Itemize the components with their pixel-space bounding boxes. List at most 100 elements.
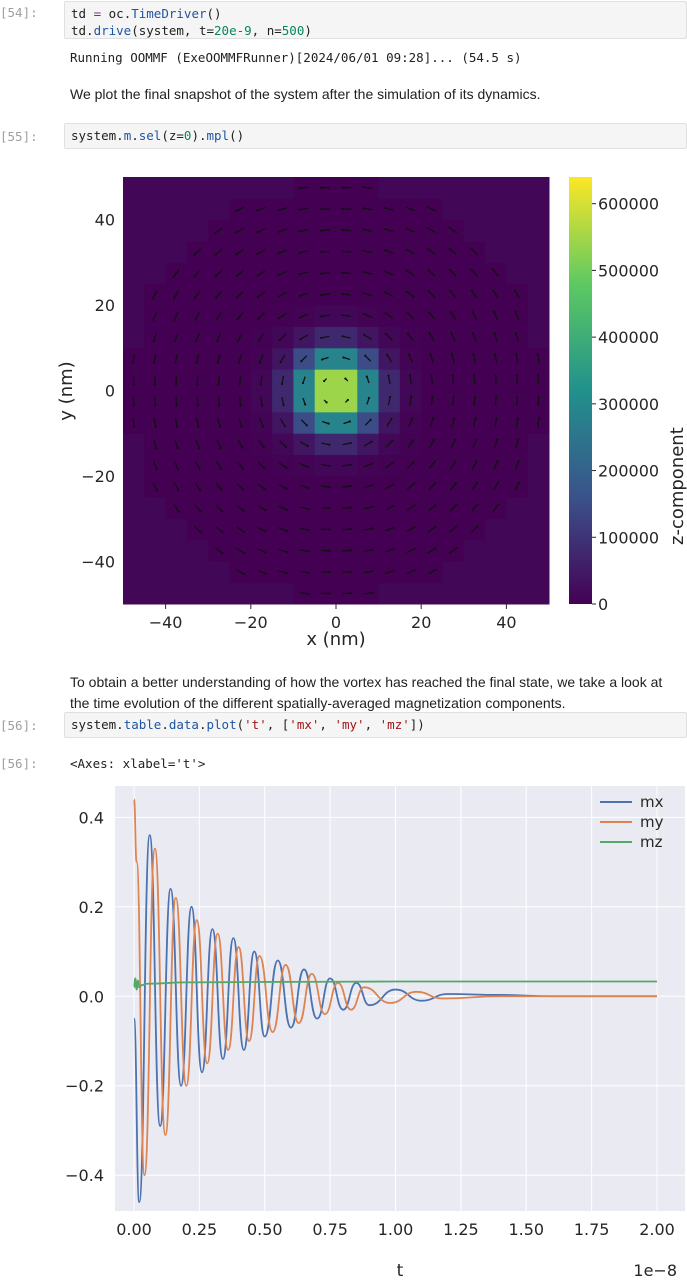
magnetization-arrow bbox=[427, 504, 436, 512]
arrow-head bbox=[242, 488, 245, 491]
magnetization-arrow bbox=[278, 228, 288, 233]
magnetization-arrow bbox=[259, 418, 264, 427]
cell-55-code[interactable]: system.m.sel(z=0).mpl() bbox=[64, 123, 687, 149]
arrow-head bbox=[513, 289, 517, 292]
heatmap-cell bbox=[399, 177, 422, 199]
heatmap-cell bbox=[123, 262, 145, 285]
line-xlabel: t bbox=[397, 1261, 404, 1281]
colorbar-tick-label: 600000 bbox=[598, 195, 659, 214]
heatmap-cell bbox=[485, 539, 507, 562]
arrow-head bbox=[214, 275, 217, 278]
magnetization-arrow bbox=[257, 291, 266, 298]
heatmap-cell bbox=[144, 497, 167, 520]
magnetization-arrow bbox=[279, 440, 287, 448]
plot-background bbox=[115, 786, 685, 1211]
magnetization-arrow bbox=[450, 439, 456, 449]
arrow-head bbox=[427, 290, 430, 293]
heatmap-cell bbox=[506, 518, 529, 541]
arrow-head bbox=[263, 467, 266, 470]
arrow-head bbox=[304, 403, 307, 406]
arrow-head bbox=[341, 250, 344, 253]
heatmap-cells bbox=[123, 177, 550, 605]
magnetization-arrow bbox=[214, 525, 223, 533]
code-token: data bbox=[168, 717, 199, 732]
arrow-head bbox=[219, 446, 222, 450]
magnetization-arrow bbox=[236, 526, 245, 533]
arrow-head bbox=[341, 314, 344, 317]
arrow-head bbox=[384, 332, 388, 336]
heatmap-cell bbox=[208, 561, 230, 584]
heatmap-cell bbox=[527, 454, 550, 477]
arrow-head bbox=[193, 253, 196, 257]
cell-54-code[interactable]: td = oc.TimeDriver() td.drive(system, t=… bbox=[64, 1, 687, 39]
colorbar-tick-label: 500000 bbox=[598, 261, 659, 280]
arrow-head bbox=[193, 297, 197, 300]
arrow-head bbox=[392, 526, 395, 529]
magnetization-arrow bbox=[429, 439, 435, 449]
magnetization-arrow bbox=[449, 547, 458, 554]
arrow-head bbox=[341, 228, 344, 232]
arrow-head bbox=[177, 510, 181, 513]
colorbar-ticks: 600000 500000 400000 300000 200000 100000 0 bbox=[592, 195, 659, 614]
arrow-head bbox=[235, 274, 238, 278]
arrow-head bbox=[405, 290, 409, 293]
arrow-head bbox=[413, 569, 416, 572]
arrow-head bbox=[154, 425, 157, 429]
arrow-head bbox=[285, 550, 289, 554]
arrow-head bbox=[517, 438, 520, 441]
magnetization-arrow bbox=[152, 460, 158, 470]
magnetization-arrow bbox=[173, 290, 180, 299]
code-token: 'my' bbox=[334, 717, 365, 732]
heatmap-cell bbox=[144, 177, 167, 199]
heatmap-cell bbox=[123, 326, 145, 349]
heatmap-cell bbox=[506, 241, 529, 263]
arrow-head bbox=[474, 417, 477, 420]
magnetization-arrow bbox=[516, 396, 518, 406]
magnetization-arrow bbox=[174, 332, 179, 342]
arrow-head bbox=[199, 510, 202, 513]
code-token: 't' bbox=[244, 717, 267, 732]
magnetization-arrow bbox=[406, 504, 415, 511]
magnetization-arrow bbox=[281, 375, 285, 385]
magnetization-arrow bbox=[342, 463, 352, 467]
magnetization-arrow bbox=[194, 311, 201, 321]
series-line-my bbox=[133, 798, 657, 1177]
magnetization-arrow bbox=[406, 206, 415, 212]
heatmap-cell bbox=[123, 283, 145, 306]
heatmap-cell bbox=[144, 539, 167, 562]
arrow-head bbox=[236, 318, 239, 321]
arrow-head bbox=[449, 289, 452, 293]
arrow-head bbox=[154, 404, 157, 407]
magnetization-arrow bbox=[427, 248, 436, 255]
arrow-head bbox=[264, 551, 267, 554]
magnetization-arrow bbox=[321, 335, 330, 339]
magnetization-arrow bbox=[278, 270, 288, 276]
magnetization-arrow bbox=[215, 482, 223, 491]
cell-56-code[interactable]: system.table.data.plot('t', ['mx', 'my',… bbox=[64, 712, 687, 738]
magnetization-arrow bbox=[384, 249, 394, 254]
arrow-head bbox=[216, 361, 219, 364]
heatmap-cell bbox=[144, 198, 167, 221]
magnetization-arrow bbox=[215, 311, 222, 320]
magnetization-arrow bbox=[408, 354, 413, 363]
arrow-head bbox=[176, 447, 179, 450]
y-tick-label: 40 bbox=[95, 211, 115, 230]
arrow-head bbox=[350, 484, 353, 488]
heatmap-cell bbox=[123, 518, 145, 541]
magnetization-arrow bbox=[387, 375, 391, 385]
magnetization-arrow bbox=[514, 311, 520, 321]
heatmap-cell bbox=[485, 219, 507, 242]
arrow-head bbox=[427, 269, 430, 272]
magnetization-arrow bbox=[216, 439, 222, 449]
magnetization-arrow bbox=[342, 549, 352, 552]
arrow-head bbox=[348, 420, 351, 423]
magnetization-arrow bbox=[173, 460, 179, 470]
arrow-head bbox=[279, 361, 282, 364]
arrow-head bbox=[493, 352, 496, 356]
magnetization-arrow bbox=[299, 506, 309, 510]
heatmap-cell bbox=[123, 497, 145, 520]
magnetization-arrow bbox=[408, 418, 413, 427]
arrow-head bbox=[194, 318, 197, 321]
magnetization-arrow bbox=[342, 485, 352, 488]
arrow-head bbox=[473, 374, 476, 377]
